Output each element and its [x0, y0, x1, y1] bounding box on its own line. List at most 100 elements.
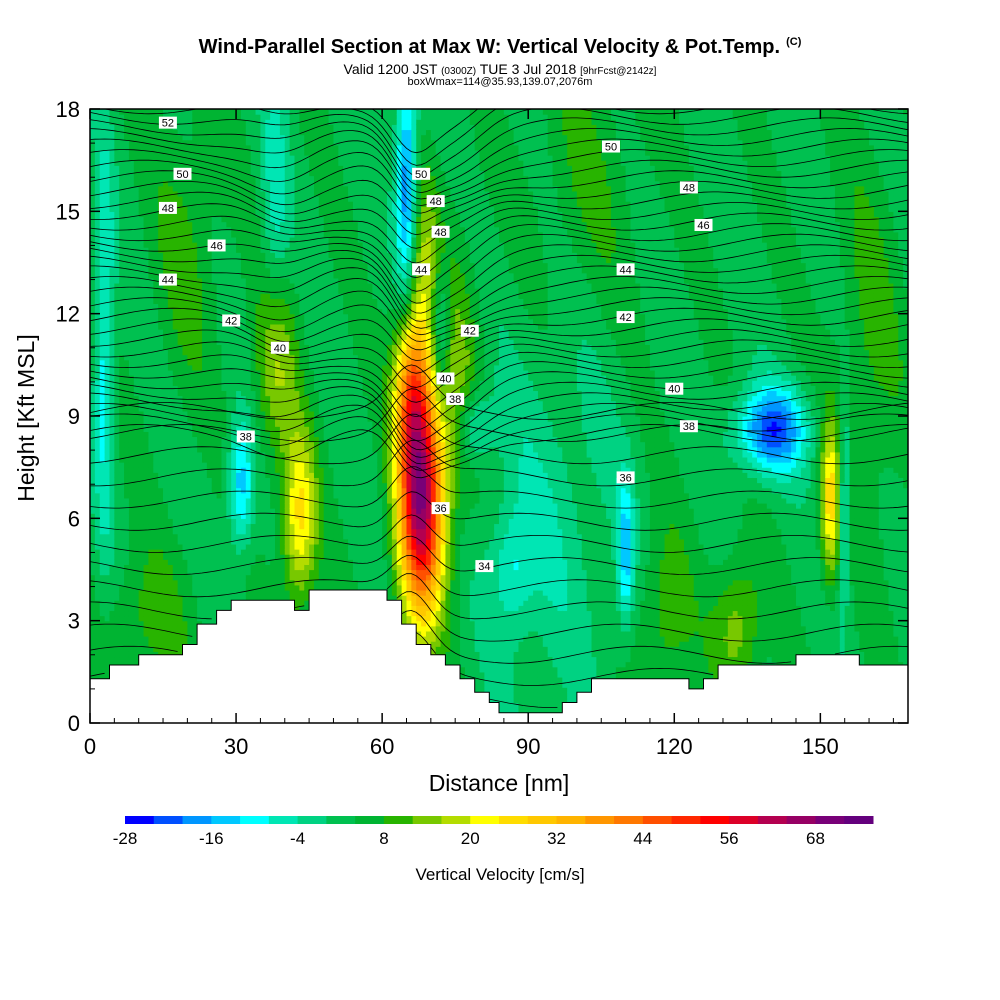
w-cell: [134, 472, 139, 478]
w-cell: [95, 129, 100, 135]
w-cell: [114, 636, 119, 642]
w-cell: [90, 211, 95, 217]
w-cell: [100, 646, 105, 652]
w-cell: [139, 436, 144, 442]
w-cell: [129, 575, 134, 581]
w-cell: [109, 334, 114, 340]
w-cell: [153, 483, 158, 489]
w-cell: [124, 575, 129, 581]
w-cell: [90, 421, 95, 427]
w-cell: [109, 196, 114, 202]
w-cell: [168, 431, 173, 437]
w-cell: [144, 462, 149, 468]
w-cell: [163, 605, 168, 611]
w-cell: [95, 554, 100, 560]
w-cell: [168, 349, 173, 355]
w-cell: [105, 211, 110, 217]
w-cell: [109, 237, 114, 243]
w-cell: [134, 590, 139, 596]
w-cell: [134, 457, 139, 463]
w-cell: [153, 508, 158, 514]
w-cell: [144, 518, 149, 524]
w-cell: [148, 544, 153, 550]
w-cell: [158, 585, 163, 591]
w-cell: [105, 339, 110, 345]
w-cell: [163, 580, 168, 586]
w-cell: [144, 298, 149, 304]
w-cell: [158, 380, 163, 386]
w-cell: [114, 349, 119, 355]
w-cell: [129, 411, 134, 417]
w-cell: [153, 513, 158, 519]
w-cell: [124, 135, 129, 141]
w-cell: [100, 293, 105, 299]
w-cell: [124, 334, 129, 340]
w-cell: [105, 431, 110, 437]
w-cell: [163, 564, 168, 570]
w-cell: [139, 411, 144, 417]
w-cell: [139, 595, 144, 601]
w-cell: [100, 201, 105, 207]
w-cell: [90, 590, 95, 596]
w-cell: [95, 293, 100, 299]
w-cell: [163, 365, 168, 371]
w-cell: [100, 155, 105, 161]
w-cell: [168, 375, 173, 381]
w-cell: [144, 636, 149, 642]
w-cell: [90, 109, 95, 115]
w-cell: [148, 114, 153, 120]
w-cell: [139, 641, 144, 647]
w-cell: [148, 436, 153, 442]
w-cell: [163, 196, 168, 202]
w-cell: [134, 114, 139, 120]
w-cell: [163, 442, 168, 448]
w-cell: [109, 605, 114, 611]
w-cell: [129, 616, 134, 622]
w-cell: [139, 114, 144, 120]
w-cell: [90, 641, 95, 647]
w-cell: [105, 186, 110, 192]
w-cell: [134, 150, 139, 156]
w-cell: [129, 483, 134, 489]
w-cell: [148, 600, 153, 606]
w-cell: [168, 339, 173, 345]
w-cell: [119, 309, 124, 315]
w-cell: [153, 191, 158, 197]
w-cell: [124, 349, 129, 355]
w-cell: [144, 355, 149, 361]
w-cell: [144, 237, 149, 243]
w-cell: [109, 211, 114, 217]
w-cell: [148, 186, 153, 192]
w-cell: [90, 483, 95, 489]
w-cell: [139, 309, 144, 315]
w-cell: [100, 590, 105, 596]
w-cell: [129, 314, 134, 320]
w-cell: [163, 575, 168, 581]
w-cell: [153, 242, 158, 248]
w-cell: [105, 631, 110, 637]
w-cell: [95, 600, 100, 606]
w-cell: [148, 314, 153, 320]
w-cell: [158, 170, 163, 176]
w-cell: [163, 508, 168, 514]
w-cell: [163, 457, 168, 463]
w-cell: [119, 232, 124, 238]
w-cell: [119, 150, 124, 156]
w-cell: [124, 385, 129, 391]
w-cell: [148, 631, 153, 637]
w-cell: [95, 222, 100, 228]
w-cell: [129, 344, 134, 350]
w-cell: [90, 534, 95, 540]
w-cell: [163, 309, 168, 315]
w-cell: [109, 360, 114, 366]
w-cell: [129, 529, 134, 535]
w-cell: [153, 380, 158, 386]
w-cell: [158, 467, 163, 473]
w-cell: [105, 349, 110, 355]
w-cell: [90, 129, 95, 135]
w-cell: [158, 488, 163, 494]
w-cell: [105, 462, 110, 468]
w-cell: [90, 324, 95, 330]
w-cell: [139, 160, 144, 166]
w-cell: [153, 442, 158, 448]
